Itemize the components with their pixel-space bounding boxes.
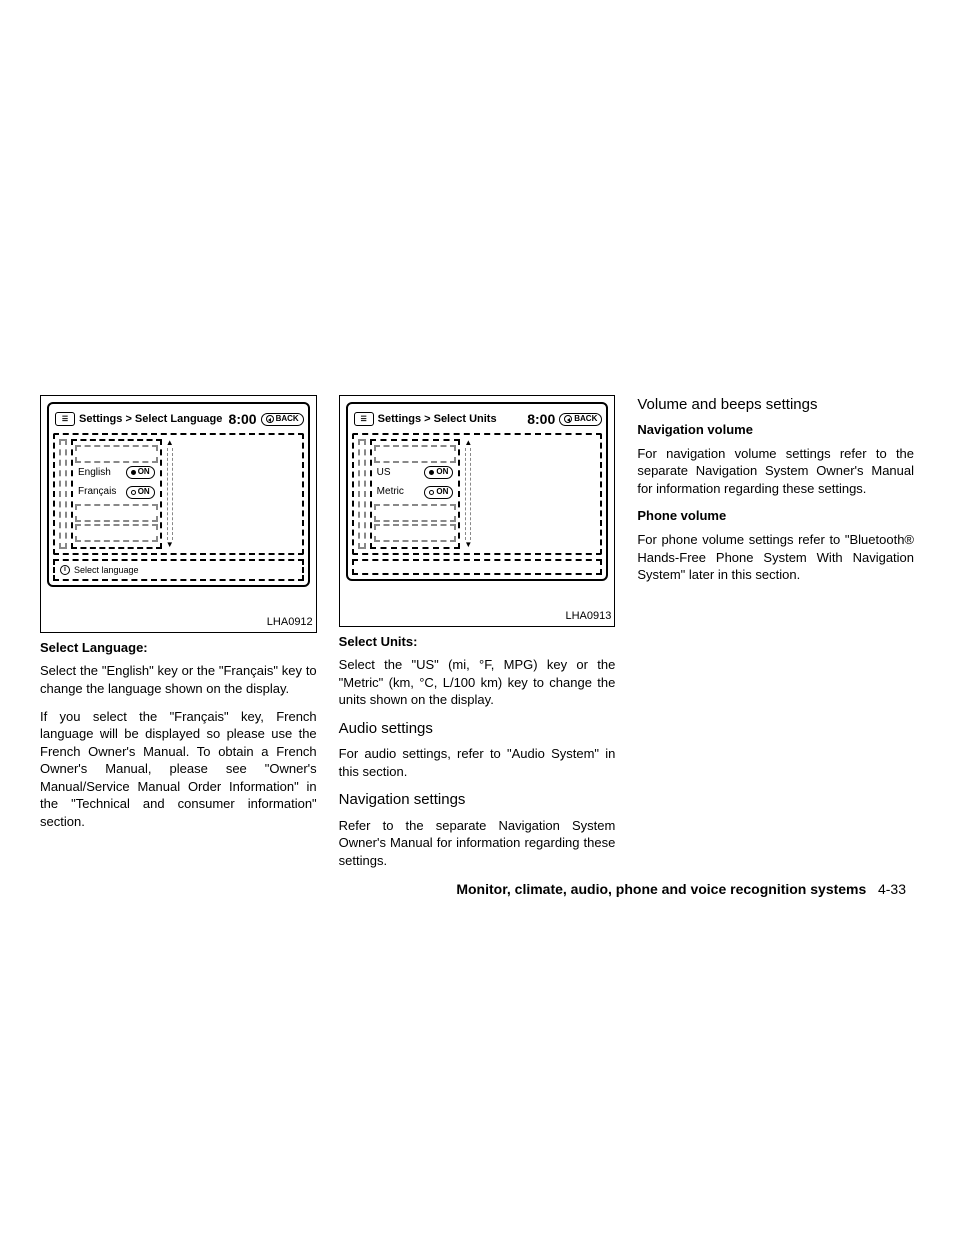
page-footer: Monitor, climate, audio, phone and voice… [456, 881, 906, 897]
heading-nav-volume: Navigation volume [637, 421, 914, 439]
option-francais[interactable]: Français ON [75, 482, 158, 502]
para: Refer to the separate Navigation System … [339, 817, 616, 870]
option-metric[interactable]: Metric ON [374, 482, 457, 502]
footer-section: Monitor, climate, audio, phone and voice… [456, 881, 866, 897]
back-icon [266, 415, 274, 423]
settings-icon: ☰ [55, 412, 75, 426]
screenshot-units: ☰ Settings > Select Units 8:00 BACK US [339, 395, 616, 627]
para: Select the "English" key or the "Françai… [40, 662, 317, 697]
info-icon: i [60, 565, 70, 575]
options-list: US ON Metric ON [370, 439, 461, 549]
figure-label: LHA0912 [41, 593, 316, 632]
back-button[interactable]: BACK [559, 413, 602, 426]
para: For phone volume settings refer to "Blue… [637, 531, 914, 584]
scroll-right: ▲ ▼ [464, 439, 472, 549]
page-content: ☰ Settings > Select Language 8:00 BACK E… [40, 395, 914, 879]
scroll-right: ▲ ▼ [166, 439, 174, 549]
back-icon [564, 415, 572, 423]
heading-select-language: Select Language: [40, 639, 317, 657]
scroll-left [358, 439, 366, 549]
column-1: ☰ Settings > Select Language 8:00 BACK E… [40, 395, 317, 879]
subheading-volume: Volume and beeps settings [637, 395, 914, 415]
breadcrumb: Settings > Select Units [378, 412, 497, 427]
column-2: ☰ Settings > Select Units 8:00 BACK US [339, 395, 616, 879]
option-us[interactable]: US ON [374, 463, 457, 483]
column-3: Volume and beeps settings Navigation vol… [637, 395, 914, 879]
para: Select the "US" (mi, °F, MPG) key or the… [339, 656, 616, 709]
footer-page: 4-33 [878, 881, 906, 897]
subheading-navigation: Navigation settings [339, 790, 616, 810]
scroll-left [59, 439, 67, 549]
settings-icon: ☰ [354, 412, 374, 426]
para: For audio settings, refer to "Audio Syst… [339, 745, 616, 780]
option-english[interactable]: English ON [75, 463, 158, 483]
breadcrumb: Settings > Select Language [79, 412, 222, 427]
para: For navigation volume settings refer to … [637, 445, 914, 498]
screen-footer [352, 559, 603, 575]
heading-phone-volume: Phone volume [637, 507, 914, 525]
clock: 8:00 [229, 410, 257, 429]
options-list: English ON Français ON [71, 439, 162, 549]
subheading-audio: Audio settings [339, 719, 616, 739]
screen-footer: i Select language [53, 559, 304, 581]
clock: 8:00 [527, 410, 555, 429]
heading-select-units: Select Units: [339, 633, 616, 651]
screenshot-language: ☰ Settings > Select Language 8:00 BACK E… [40, 395, 317, 633]
figure-label: LHA0913 [340, 587, 615, 626]
back-button[interactable]: BACK [261, 413, 304, 426]
para: If you select the "Français" key, French… [40, 708, 317, 831]
